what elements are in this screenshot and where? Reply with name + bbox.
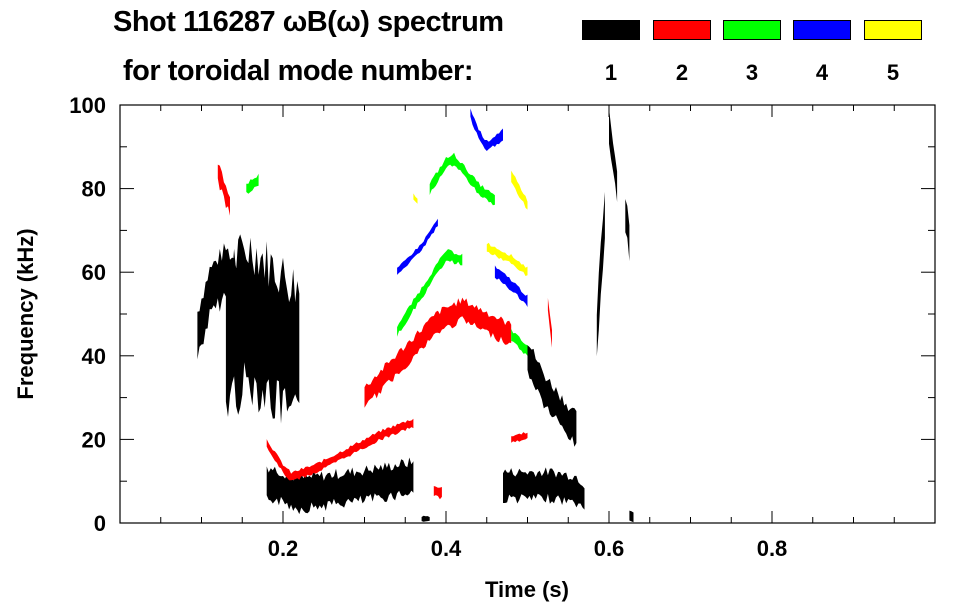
mode-2-feature bbox=[511, 432, 528, 443]
mode-1-feature bbox=[503, 467, 585, 510]
legend-swatch-mode-2 bbox=[653, 20, 711, 40]
mode-5-feature bbox=[486, 242, 528, 276]
legend-swatch-mode-5 bbox=[864, 20, 922, 40]
mode-1-feature bbox=[266, 457, 414, 515]
legend-label-mode-1: 1 bbox=[604, 60, 618, 85]
legend-label-mode-2: 2 bbox=[675, 60, 689, 85]
legend-swatch-mode-3 bbox=[723, 20, 781, 40]
mode-1-feature bbox=[225, 234, 300, 424]
mode-3-feature bbox=[397, 249, 463, 337]
y-axis-label: Frequency (kHz) bbox=[13, 228, 38, 399]
mode-4-feature bbox=[397, 218, 438, 275]
legend-label-mode-5: 5 bbox=[886, 60, 900, 85]
mode-1-feature bbox=[421, 515, 430, 522]
axes: 0.2 0.4 0.6 0.8 0 20 40 60 80 100 bbox=[69, 93, 936, 561]
mode-4-feature bbox=[494, 265, 528, 307]
mode-2-feature bbox=[547, 298, 552, 348]
y-tick-label: 80 bbox=[82, 177, 106, 202]
mode-1-feature bbox=[197, 243, 259, 360]
y-tick-label: 60 bbox=[82, 260, 106, 285]
y-tick-label: 40 bbox=[82, 344, 106, 369]
spectrogram-marks bbox=[197, 108, 634, 523]
legend-label-mode-3: 3 bbox=[745, 60, 759, 85]
mode-3-feature bbox=[511, 328, 528, 356]
mode-2-feature bbox=[364, 297, 512, 408]
mode-2-feature bbox=[266, 418, 414, 481]
mode-5-feature bbox=[511, 170, 528, 210]
mode-4-feature bbox=[470, 108, 503, 151]
chart-subtitle: for toroidal mode number: bbox=[123, 55, 474, 87]
legend-swatch-mode-4 bbox=[793, 20, 851, 40]
legend-swatch-mode-1 bbox=[582, 20, 640, 40]
x-tick-label: 0.2 bbox=[268, 536, 299, 561]
mode-2-feature bbox=[433, 486, 442, 500]
mode-5-feature bbox=[413, 193, 418, 204]
y-tick-label: 0 bbox=[94, 511, 106, 536]
x-tick-label: 0.4 bbox=[431, 536, 462, 561]
x-tick-label: 0.8 bbox=[757, 536, 788, 561]
x-axis-label: Time (s) bbox=[485, 577, 569, 602]
x-tick-label: 0.6 bbox=[594, 536, 625, 561]
y-tick-label: 20 bbox=[82, 427, 106, 452]
mode-3-feature bbox=[429, 152, 495, 206]
y-tick-label: 100 bbox=[69, 93, 106, 118]
chart-title: Shot 116287 ωB(ω) spectrum bbox=[113, 6, 504, 38]
mode-1-feature bbox=[625, 199, 630, 262]
mode-3-feature bbox=[246, 173, 259, 194]
legend-label-mode-4: 4 bbox=[815, 60, 829, 85]
mode-1-feature bbox=[629, 510, 634, 523]
mode-2-feature bbox=[217, 164, 230, 216]
mode-1-feature bbox=[609, 108, 618, 202]
mode-1-feature bbox=[596, 191, 605, 357]
mode-1-feature bbox=[527, 345, 577, 447]
